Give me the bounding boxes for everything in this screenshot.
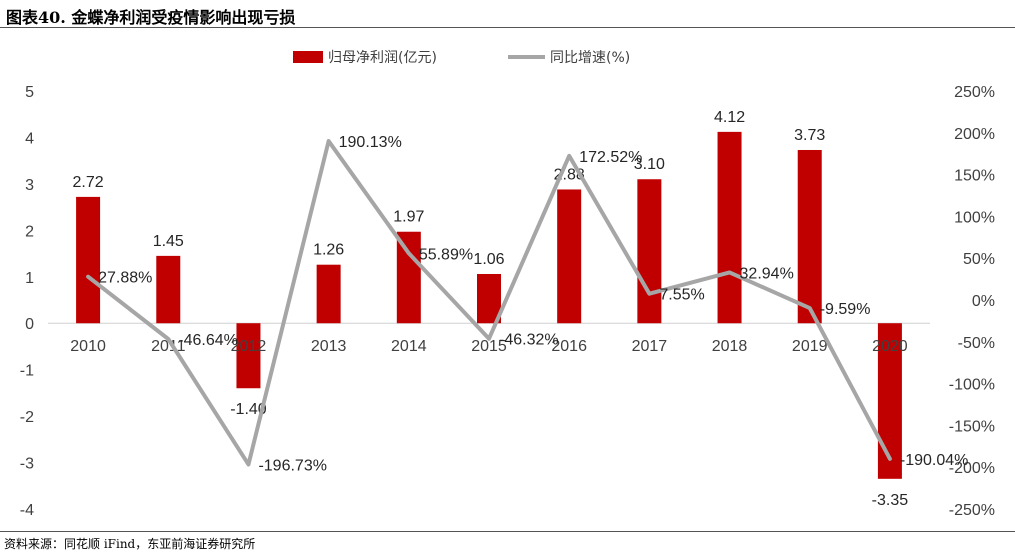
left-axis-tick: -4: [20, 502, 34, 519]
right-axis-tick: 100%: [954, 209, 995, 226]
left-axis-tick: -2: [20, 409, 34, 426]
legend-line-label: 同比增速(%): [550, 50, 630, 66]
bar: [717, 131, 742, 324]
bar-data-label: 1.26: [313, 242, 344, 259]
x-axis-tick: 2014: [391, 338, 427, 355]
bar: [797, 149, 822, 324]
line-data-label: -196.73%: [258, 457, 327, 474]
left-axis-tick: 5: [25, 84, 34, 101]
line-data-label: 55.89%: [419, 246, 473, 263]
line-data-label: 7.55%: [659, 287, 704, 304]
line-data-label: 27.88%: [98, 270, 152, 287]
right-axis-tick: -100%: [949, 377, 995, 394]
right-axis-tick: -250%: [949, 502, 995, 519]
bar-data-label: -3.35: [872, 492, 909, 509]
x-axis-tick: 2010: [70, 338, 106, 355]
bar: [236, 323, 261, 389]
x-axis-tick: 2019: [792, 338, 828, 355]
bottom-divider: [0, 531, 1015, 532]
right-axis-tick: 200%: [954, 126, 995, 143]
chart-title: 图表40. 金蝶净利润受疫情影响出现亏损: [6, 8, 296, 27]
bar: [316, 264, 341, 324]
bar: [156, 255, 181, 324]
right-axis-tick: 0%: [972, 293, 995, 310]
bar: [637, 179, 662, 324]
legend-bar-swatch: [293, 51, 323, 63]
left-axis-tick: 1: [25, 270, 34, 287]
x-axis-tick: 2017: [632, 338, 668, 355]
right-axis-tick: 250%: [954, 84, 995, 101]
bar-data-label: 1.45: [153, 233, 184, 250]
line-data-label: 190.13%: [339, 134, 402, 151]
bar-data-label: 4.12: [714, 109, 745, 126]
bar: [557, 189, 582, 324]
left-axis-tick: -1: [20, 363, 34, 380]
bar-data-label: 3.73: [794, 127, 825, 144]
legend-bar-label: 归母净利润(亿元): [328, 49, 437, 66]
bar-data-label: -1.40: [230, 401, 267, 418]
right-axis-tick: -50%: [958, 335, 995, 352]
x-axis-tick: 2016: [551, 338, 587, 355]
bar: [396, 231, 421, 324]
line-data-label: 32.94%: [740, 265, 794, 282]
line-data-label: 172.52%: [579, 149, 642, 166]
line-data-label: -46.32%: [499, 332, 559, 349]
x-axis-tick: 2012: [231, 338, 267, 355]
bar: [477, 273, 501, 324]
left-axis-tick: -3: [20, 456, 34, 473]
left-axis-tick: 3: [25, 177, 34, 194]
bar-data-label: 1.97: [393, 209, 424, 226]
right-axis-tick: 150%: [954, 168, 995, 185]
x-axis-tick: 2020: [872, 338, 908, 355]
right-axis-tick: -150%: [949, 418, 995, 435]
x-axis-tick: 2013: [311, 338, 347, 355]
right-axis-tick: -200%: [949, 460, 995, 477]
right-axis-tick: 50%: [963, 251, 995, 268]
x-axis-tick: 2015: [471, 338, 507, 355]
line-data-label: -190.04%: [900, 452, 969, 469]
x-axis-tick: 2018: [712, 338, 748, 355]
line-data-label: -9.59%: [820, 301, 871, 318]
bar-data-label: 3.10: [634, 156, 665, 173]
chart-canvas: 5 4 3 2 1 0 -1 -2 -3 -4 250% 200% 150% 100% 50% 0% -50% -…: [20, 49, 995, 519]
left-axis-tick: 4: [25, 130, 34, 147]
top-divider: [0, 27, 1015, 28]
bar-data-label: 1.06: [473, 251, 504, 268]
bar: [877, 323, 902, 479]
line-data-label: -46.64%: [178, 332, 238, 349]
bar: [76, 196, 101, 324]
left-axis-tick: 0: [25, 316, 34, 333]
growth-line: [86, 139, 892, 467]
bar-data-label: 2.72: [73, 174, 104, 191]
left-axis-tick: 2: [25, 223, 34, 240]
source-note: 资料来源：同花顺 iFind，东亚前海证券研究所: [4, 537, 256, 551]
